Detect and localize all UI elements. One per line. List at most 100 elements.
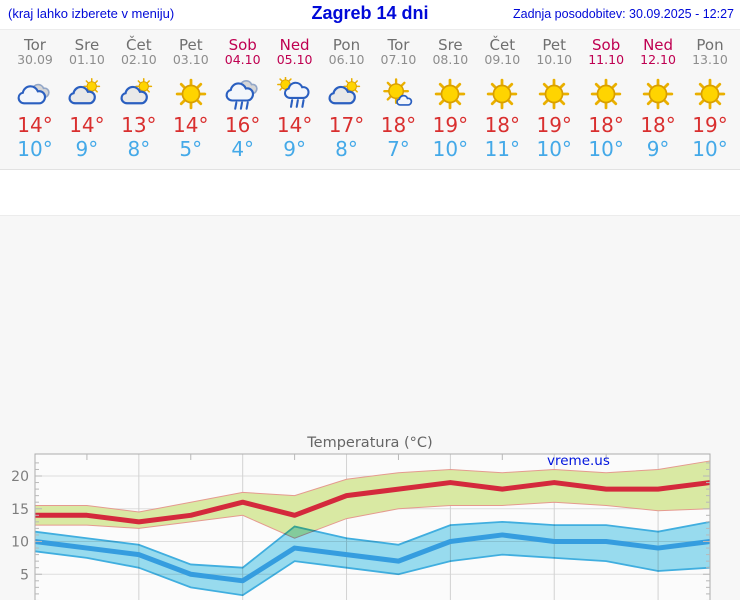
high-temperature: 18°	[484, 113, 521, 137]
temp-max-line	[35, 480, 711, 525]
day-column: Pet 10.10 19° 10°	[528, 30, 580, 170]
vreme-us-link[interactable]: vreme.us	[547, 453, 610, 469]
weather-icon-sunny	[691, 77, 729, 111]
weather-icon-rain	[224, 77, 262, 111]
day-name: Sre	[74, 36, 100, 54]
high-temperature: 19°	[692, 113, 728, 137]
weather-icon-mostly-sunny	[379, 77, 417, 111]
day-name: Ned	[279, 36, 310, 54]
day-date: 07.10	[380, 52, 417, 67]
day-name: Sre	[438, 36, 463, 54]
page-title: Zagreb 14 dni	[311, 3, 429, 23]
temp-axis-label: 15	[11, 502, 29, 518]
day-date: 05.10	[276, 52, 313, 67]
low-temperature: 10°	[588, 137, 624, 161]
high-temperature: 19°	[536, 113, 572, 137]
low-temperature: 9°	[646, 137, 670, 161]
weather-icon-partly-cloudy	[120, 77, 158, 111]
low-temperature: 10°	[17, 137, 53, 161]
low-temperature: 8°	[127, 137, 151, 161]
day-date: 06.10	[328, 52, 365, 67]
high-temperature: 14°	[276, 113, 313, 137]
day-date: 02.10	[120, 52, 157, 67]
forecast-strip: Tor 30.09 14° 10° Sre 01.10 14° 9° Čet 02.10 13° 8°…	[0, 29, 740, 170]
weather-icon-sunny	[535, 77, 573, 111]
day-date: 10.10	[536, 52, 573, 67]
day-column: Ned 12.10 18° 9°	[632, 30, 684, 170]
low-temperature: 5°	[179, 137, 203, 161]
temp-max-band-edge	[35, 460, 711, 513]
temp-max-band-edge	[35, 501, 711, 539]
weather-icon-cloudy	[16, 77, 54, 111]
day-date: 03.10	[172, 52, 209, 67]
weather-icon-sunny	[639, 77, 677, 111]
day-column: Pon 13.10 19° 10°	[684, 30, 736, 170]
high-temperature: 14°	[69, 113, 105, 137]
temperature-chart: 5 10 15 20	[11, 453, 711, 600]
low-temperature: 7°	[387, 137, 410, 161]
temp-min-band-edge	[34, 520, 711, 569]
page-header: (kraj lahko izberete v meniju) Zagreb 14…	[0, 0, 740, 28]
day-name: Tor	[387, 36, 410, 54]
low-temperature: 9°	[75, 137, 99, 161]
temp-axis-label: 20	[11, 469, 29, 485]
day-column: Sre 08.10 19° 10°	[424, 30, 476, 170]
temp-max-band	[35, 460, 710, 539]
high-temperature: 18°	[640, 113, 676, 137]
day-date: 30.09	[17, 52, 53, 67]
high-temperature: 17°	[328, 113, 365, 137]
day-date: 01.10	[69, 52, 105, 67]
low-temperature: 10°	[692, 137, 728, 161]
day-column: Sob 11.10 18° 10°	[580, 30, 632, 170]
day-column: Tor 30.09 14° 10°	[9, 30, 61, 170]
day-column: Tor 07.10 18° 7°	[372, 30, 424, 170]
day-name: Čet	[126, 36, 152, 54]
day-column: Sob 04.10 16° 4°	[217, 30, 269, 170]
location-menu-hint: (kraj lahko izberete v meniju)	[8, 6, 175, 21]
temp-min-line	[34, 532, 711, 584]
weather-icon-sunny	[172, 77, 210, 111]
low-temperature: 9°	[283, 137, 306, 161]
day-name: Sob	[592, 36, 621, 54]
weather-icon-partly-cloudy	[328, 77, 366, 111]
low-temperature: 8°	[335, 137, 358, 161]
day-date: 12.10	[640, 52, 676, 67]
day-column: Ned 05.10 14° 9°	[269, 30, 321, 170]
day-date: 13.10	[692, 52, 728, 67]
day-name: Pet	[178, 36, 203, 54]
day-column: Čet 09.10 18° 11°	[476, 30, 528, 170]
weather-icon-sunny	[431, 77, 469, 111]
day-name: Ned	[643, 36, 674, 54]
day-date: 09.10	[484, 52, 521, 67]
high-temperature: 18°	[588, 113, 624, 137]
day-name: Pet	[542, 36, 567, 54]
high-temperature: 13°	[121, 113, 157, 137]
day-date: 04.10	[224, 52, 261, 67]
day-column: Pon 06.10 17° 8°	[321, 30, 373, 170]
day-name: Tor	[24, 36, 46, 54]
low-temperature: 10°	[536, 137, 572, 161]
last-update-text: Zadnja posodobitev: 30.09.2025 - 12:27	[512, 7, 734, 21]
weather-icon-sunny	[483, 77, 521, 111]
day-name: Čet	[489, 36, 516, 54]
high-temperature: 14°	[173, 113, 209, 137]
day-column: Sre 01.10 14° 9°	[61, 30, 113, 170]
day-column: Čet 02.10 13° 8°	[113, 30, 165, 170]
weather-icon-sun-shower	[276, 77, 314, 111]
low-temperature: 11°	[484, 137, 521, 161]
temp-axis-label: 5	[20, 567, 29, 583]
weather-icon-sunny	[587, 77, 625, 111]
high-temperature: 16°	[224, 113, 261, 137]
day-date: 11.10	[588, 52, 625, 67]
day-name: Sob	[228, 36, 257, 54]
temperature-chart-title: Temperatura (°C)	[307, 435, 433, 451]
high-temperature: 18°	[380, 113, 417, 137]
temp-plot-border	[34, 453, 711, 600]
temp-min-band-edge	[34, 550, 711, 597]
day-date: 08.10	[432, 52, 469, 67]
day-name: Pon	[696, 36, 724, 54]
temp-axis-label: 10	[11, 535, 29, 551]
weather-icon-partly-cloudy	[68, 77, 106, 111]
